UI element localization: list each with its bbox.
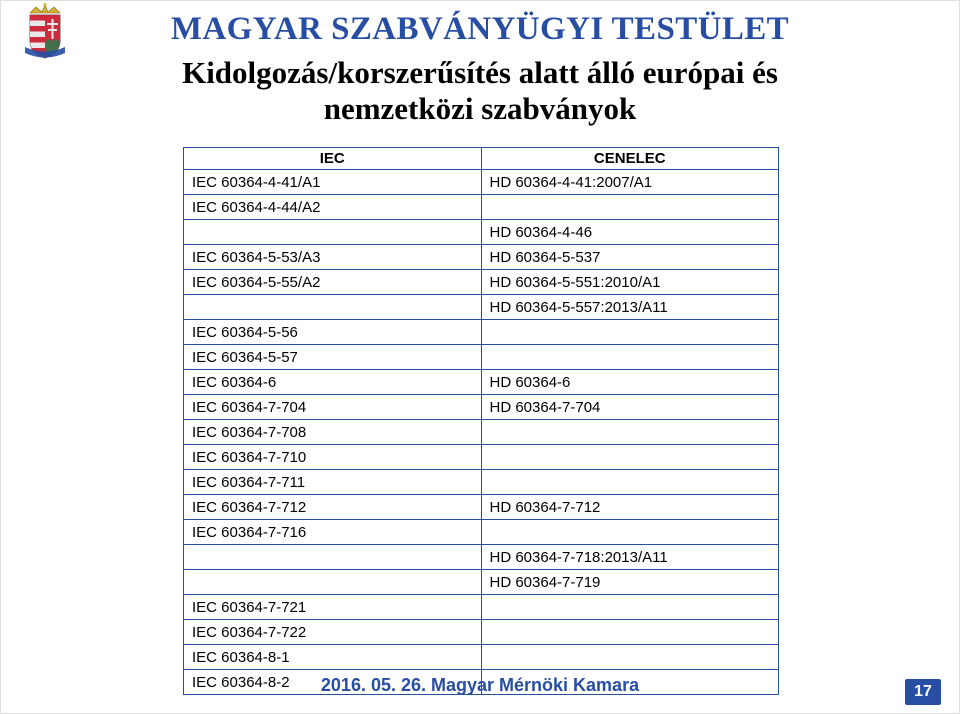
table-row: IEC 60364-7-721 [184, 595, 779, 620]
subtitle-line-1: Kidolgozás/korszerűsítés alatt álló euró… [182, 55, 778, 90]
table-header-cenelec: CENELEC [481, 148, 779, 170]
cell-iec: IEC 60364-7-710 [184, 445, 482, 470]
cell-iec: IEC 60364-5-56 [184, 320, 482, 345]
subtitle-line-2: nemzetközi szabványok [324, 91, 637, 126]
cell-cenelec: HD 60364-6 [481, 370, 779, 395]
table-row: IEC 60364-7-704HD 60364-7-704 [184, 395, 779, 420]
table-row: HD 60364-7-718:2013/A11 [184, 545, 779, 570]
standards-table-wrapper: IEC CENELEC IEC 60364-4-41/A1HD 60364-4-… [183, 147, 779, 695]
cell-cenelec [481, 620, 779, 645]
page-number-badge: 17 [905, 679, 941, 705]
table-row: IEC 60364-4-41/A1HD 60364-4-41:2007/A1 [184, 170, 779, 195]
table-row: IEC 60364-7-708 [184, 420, 779, 445]
table-row: IEC 60364-7-722 [184, 620, 779, 645]
cell-iec [184, 295, 482, 320]
table-row: IEC 60364-5-56 [184, 320, 779, 345]
table-row: IEC 60364-8-1 [184, 645, 779, 670]
footer-text: 2016. 05. 26. Magyar Mérnöki Kamara [1, 675, 959, 696]
standards-table: IEC CENELEC IEC 60364-4-41/A1HD 60364-4-… [183, 147, 779, 695]
cell-iec: IEC 60364-8-1 [184, 645, 482, 670]
table-row: IEC 60364-5-57 [184, 345, 779, 370]
table-row: IEC 60364-4-44/A2 [184, 195, 779, 220]
table-row: HD 60364-4-46 [184, 220, 779, 245]
table-row: IEC 60364-5-53/A3HD 60364-5-537 [184, 245, 779, 270]
cell-cenelec [481, 470, 779, 495]
cell-cenelec: HD 60364-5-537 [481, 245, 779, 270]
cell-cenelec [481, 445, 779, 470]
cell-cenelec: HD 60364-7-704 [481, 395, 779, 420]
cell-cenelec: HD 60364-4-46 [481, 220, 779, 245]
cell-iec: IEC 60364-7-721 [184, 595, 482, 620]
table-row: IEC 60364-7-711 [184, 470, 779, 495]
table-row: HD 60364-7-719 [184, 570, 779, 595]
cell-iec: IEC 60364-4-41/A1 [184, 170, 482, 195]
cell-iec: IEC 60364-7-708 [184, 420, 482, 445]
cell-cenelec: HD 60364-4-41:2007/A1 [481, 170, 779, 195]
cell-cenelec [481, 420, 779, 445]
cell-cenelec [481, 520, 779, 545]
cell-iec: IEC 60364-4-44/A2 [184, 195, 482, 220]
table-row: IEC 60364-5-55/A2HD 60364-5-551:2010/A1 [184, 270, 779, 295]
cell-iec [184, 220, 482, 245]
cell-iec: IEC 60364-6 [184, 370, 482, 395]
cell-iec: IEC 60364-5-55/A2 [184, 270, 482, 295]
table-row: IEC 60364-7-712HD 60364-7-712 [184, 495, 779, 520]
cell-cenelec [481, 595, 779, 620]
table-row: IEC 60364-7-710 [184, 445, 779, 470]
cell-cenelec [481, 645, 779, 670]
cell-cenelec: HD 60364-7-719 [481, 570, 779, 595]
table-header-row: IEC CENELEC [184, 148, 779, 170]
table-row: IEC 60364-7-716 [184, 520, 779, 545]
table-row: IEC 60364-6HD 60364-6 [184, 370, 779, 395]
cell-cenelec: HD 60364-5-551:2010/A1 [481, 270, 779, 295]
slide-page: MAGYAR SZABVÁNYÜGYI TESTÜLET Kidolgozás/… [0, 0, 960, 714]
cell-cenelec [481, 195, 779, 220]
cell-cenelec [481, 320, 779, 345]
cell-cenelec [481, 345, 779, 370]
cell-iec [184, 570, 482, 595]
cell-cenelec: HD 60364-7-718:2013/A11 [481, 545, 779, 570]
table-header-iec: IEC [184, 148, 482, 170]
slide-footer: 2016. 05. 26. Magyar Mérnöki Kamara 17 [1, 675, 959, 705]
cell-iec: IEC 60364-7-712 [184, 495, 482, 520]
cell-iec: IEC 60364-7-716 [184, 520, 482, 545]
cell-iec: IEC 60364-7-704 [184, 395, 482, 420]
cell-cenelec: HD 60364-7-712 [481, 495, 779, 520]
cell-iec: IEC 60364-5-53/A3 [184, 245, 482, 270]
cell-iec [184, 545, 482, 570]
table-row: HD 60364-5-557:2013/A11 [184, 295, 779, 320]
cell-iec: IEC 60364-5-57 [184, 345, 482, 370]
page-subtitle: Kidolgozás/korszerűsítés alatt álló euró… [1, 55, 959, 126]
cell-iec: IEC 60364-7-711 [184, 470, 482, 495]
page-title: MAGYAR SZABVÁNYÜGYI TESTÜLET [1, 11, 959, 48]
cell-cenelec: HD 60364-5-557:2013/A11 [481, 295, 779, 320]
cell-iec: IEC 60364-7-722 [184, 620, 482, 645]
